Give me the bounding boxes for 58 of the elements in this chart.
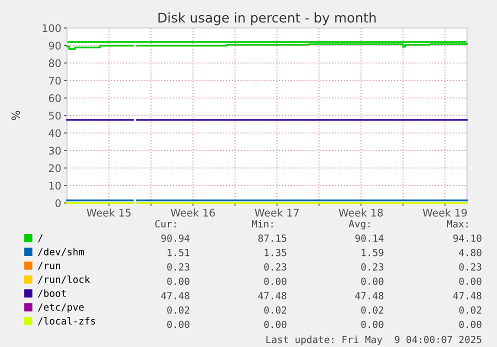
text: Avg:: [348, 220, 370, 230]
text: 0.02: [264, 306, 286, 314]
y-tick-label: 30: [48, 146, 61, 155]
text: 0.02: [459, 306, 482, 314]
text: 0.00: [361, 320, 384, 328]
text: 0.00: [459, 278, 482, 285]
text: 1.51: [168, 248, 190, 256]
text: 0.02: [167, 306, 190, 314]
text: 0.23: [264, 263, 286, 271]
legend-label: /local-zfs: [38, 317, 96, 326]
x-tick-label: Week 16: [170, 208, 215, 217]
legend-label: /etc/pve: [38, 304, 84, 313]
text: 47.48: [355, 292, 384, 300]
text: 0.00: [264, 278, 286, 285]
text: Min:: [252, 220, 273, 228]
y-tick-label: 20: [48, 164, 61, 172]
text: Cur:: [155, 220, 176, 228]
text: 0.00: [361, 278, 384, 285]
text: 47.48: [453, 292, 482, 300]
text: 47.48: [258, 292, 286, 300]
chart-title: Disk usage in percent - by month: [158, 12, 376, 26]
text: 0.23: [361, 263, 384, 271]
y-tick-label: 50: [48, 112, 61, 120]
legend-label: /run: [38, 262, 60, 270]
text: 0.23: [167, 263, 190, 271]
legend-label: /: [38, 234, 43, 242]
x-tick-label: Week 18: [338, 208, 383, 217]
text: 1.35: [264, 248, 286, 256]
y-tick-label: 80: [48, 59, 61, 68]
text: Max:: [446, 220, 468, 228]
x-tick-label: Week 19: [422, 208, 467, 217]
text: 0.00: [167, 278, 190, 285]
y-tick-label: 10: [49, 182, 61, 190]
y-tick-label: 60: [48, 94, 61, 102]
y-tick-label: 90: [48, 42, 61, 50]
text: 90.94: [161, 234, 190, 242]
text: 90.14: [355, 234, 384, 242]
y-tick-label: 40: [48, 129, 61, 138]
text: 94.10: [453, 234, 482, 242]
y-axis-title: %: [12, 110, 20, 120]
y-tick-label: 100: [42, 24, 61, 32]
legend-label: /boot: [38, 289, 66, 298]
text: 87.15: [258, 234, 286, 242]
text: Last update: Fri May 9 04:00:07 2025: [266, 336, 482, 346]
x-tick-label: Week 15: [86, 208, 131, 217]
legend-label: /dev/shm: [38, 248, 84, 256]
text: 4.80: [459, 248, 482, 256]
text: 0.02: [361, 306, 384, 314]
x-tick-label: Week 17: [254, 208, 299, 217]
text: 47.48: [161, 292, 190, 300]
text: 0.00: [459, 320, 482, 328]
legend-label: /run/lock: [38, 276, 90, 284]
text: 0.00: [264, 320, 286, 328]
text: 0.23: [459, 263, 482, 271]
text: 0.00: [167, 320, 190, 328]
text: 1.59: [362, 248, 384, 256]
y-tick-label: 70: [49, 76, 61, 85]
y-tick-label: 0: [56, 199, 61, 208]
